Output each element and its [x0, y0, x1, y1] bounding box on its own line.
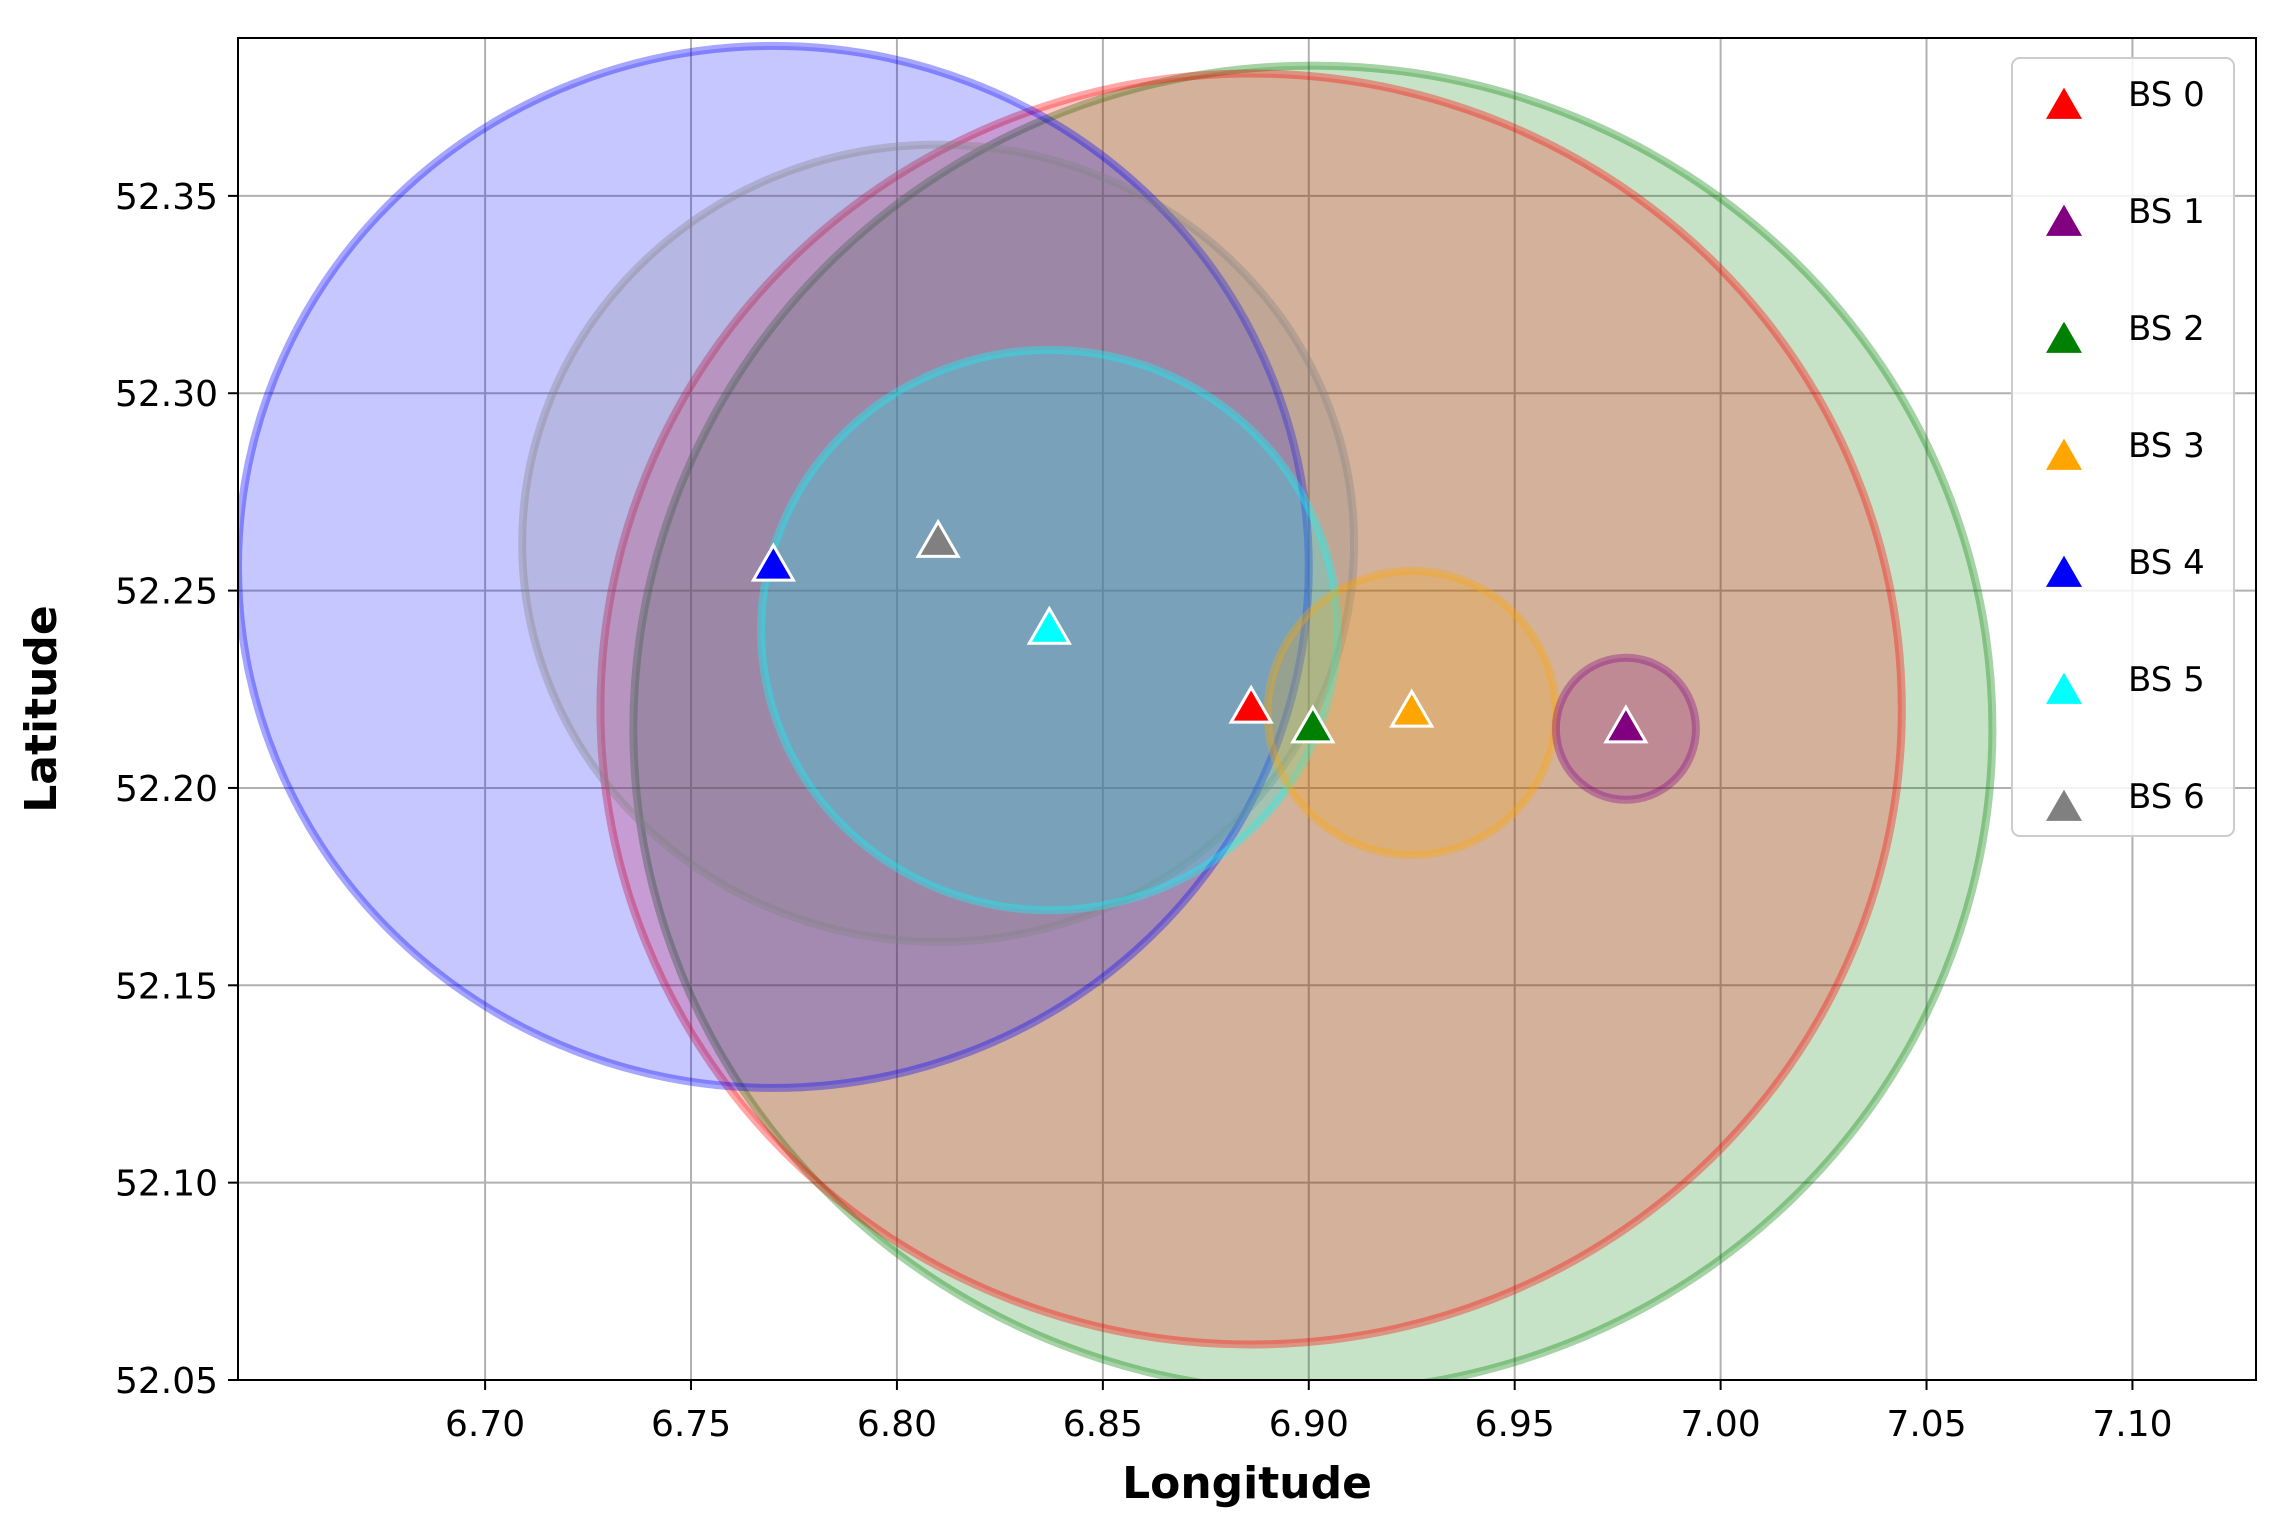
x-tick-label: 6.90 — [1269, 1404, 1349, 1445]
x-axis-title: Longitude — [1122, 1458, 1372, 1509]
y-tick-label: 52.35 — [115, 177, 218, 218]
plot-frame — [237, 37, 2257, 1381]
y-axis-ticks: 52.05 52.10 52.15 52.20 52.25 52.30 52.35 — [115, 177, 238, 1402]
legend-label: BS 6 — [2128, 777, 2205, 817]
marker-bs-4 — [750, 542, 796, 582]
legend-marker — [2046, 555, 2082, 587]
marker-bs-0 — [1228, 684, 1274, 724]
legend-label: BS 4 — [2128, 543, 2205, 583]
legend: BS 0 BS 1 BS 2 BS 3 BS 4 BS 5 BS 6 — [2011, 57, 2235, 837]
legend-marker — [2046, 204, 2082, 236]
legend-marker — [2046, 438, 2082, 470]
y-tick-label: 52.20 — [115, 769, 218, 810]
x-tick-label: 7.10 — [2092, 1404, 2172, 1445]
y-tick-label: 52.05 — [115, 1361, 218, 1402]
marker-bs-1 — [1603, 704, 1649, 744]
x-tick-label: 7.05 — [1886, 1404, 1966, 1445]
y-tick-label: 52.15 — [115, 966, 218, 1007]
legend-box — [2011, 57, 2235, 837]
marker-bs-6 — [915, 518, 961, 558]
marker-bs-3 — [1389, 688, 1435, 728]
legend-label: BS 0 — [2128, 75, 2205, 115]
legend-marker — [2046, 789, 2082, 821]
legend-label: BS 1 — [2128, 192, 2205, 232]
base-station-markers — [750, 518, 1649, 744]
legend-label: BS 2 — [2128, 309, 2205, 349]
x-tick-label: 6.75 — [651, 1404, 731, 1445]
x-tick-label: 6.70 — [445, 1404, 525, 1445]
legend-marker — [2046, 672, 2082, 704]
y-tick-label: 52.30 — [115, 374, 218, 415]
y-tick-label: 52.25 — [115, 572, 218, 613]
y-axis-title: Latitude — [16, 605, 67, 813]
marker-bs-2 — [1290, 704, 1336, 744]
legend-label: BS 3 — [2128, 426, 2205, 466]
legend-marker — [2046, 87, 2082, 119]
x-tick-label: 6.80 — [857, 1404, 937, 1445]
x-axis-ticks: 6.70 6.75 6.80 6.85 6.90 6.95 7.00 7.05 7.10 — [445, 1380, 2173, 1445]
legend-label: BS 5 — [2128, 660, 2205, 700]
marker-bs-5 — [1026, 605, 1072, 645]
x-tick-label: 6.95 — [1475, 1404, 1555, 1445]
x-tick-label: 7.00 — [1681, 1404, 1761, 1445]
y-tick-label: 52.10 — [115, 1164, 218, 1205]
x-tick-label: 6.85 — [1063, 1404, 1143, 1445]
legend-marker — [2046, 321, 2082, 353]
